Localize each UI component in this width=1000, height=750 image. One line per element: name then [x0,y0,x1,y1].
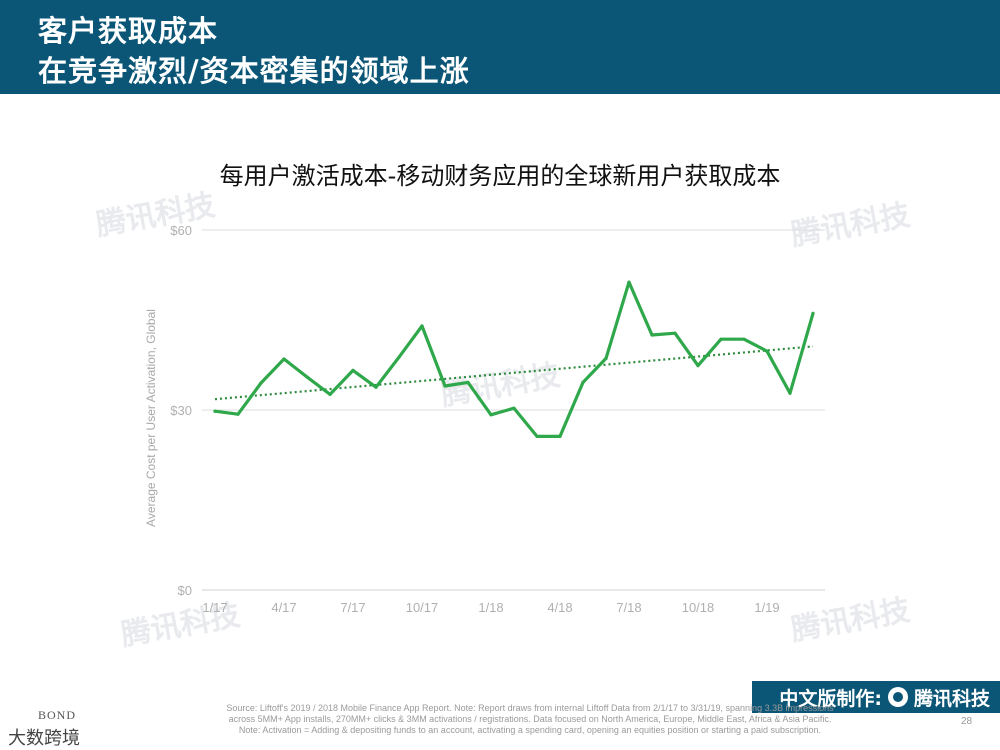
data-point [374,385,378,389]
data-point [535,434,539,438]
x-tick-label: 4/18 [547,600,572,615]
series-line [213,280,815,438]
brand-logo-icon [887,687,908,707]
chart-title: 每用户激活成本-移动财务应用的全球新用户获取成本 [219,162,781,190]
source-line: Source: Liftoff's 2019 / 2018 Mobile Fin… [226,703,834,713]
data-point [443,384,447,388]
data-point [765,349,769,353]
data-point [650,333,654,337]
x-tick-label: 10/17 [406,600,439,615]
y-axis-ticks: $0 $30 $60 [170,223,192,598]
x-tick-label: 7/18 [616,600,641,615]
trendline [214,345,814,401]
page-title-line1: 客户获取成本 [38,14,219,48]
data-point [328,392,332,396]
brand-bar: 中文版制作: 腾讯科技 [752,681,1000,713]
source-line: across 5MM+ App installs, 270MM+ clicks … [228,714,832,724]
data-point [719,337,723,341]
trendline-mark [214,345,814,401]
data-point [788,391,792,395]
data-point [282,357,286,361]
source-note: Source: Liftoff's 2019 / 2018 Mobile Fin… [180,703,880,736]
x-tick-label: 1/17 [202,600,227,615]
brand-label: 中文版制作: [779,687,882,710]
y-tick-label: $30 [170,403,192,418]
series-layer [213,280,815,438]
brand-name: 腾讯科技 [913,687,990,710]
header-band: 客户获取成本 在竞争激烈/资本密集的领域上涨 [0,0,1000,94]
page-title-line2: 在竞争激烈/资本密集的领域上涨 [38,54,470,88]
x-tick-label: 4/17 [271,600,296,615]
x-tick-label: 7/17 [340,600,365,615]
data-point [305,375,309,379]
y-tick-label: $0 [178,583,192,598]
data-point [397,355,401,359]
y-tick-label: $60 [170,223,192,238]
data-point [466,380,470,384]
source-line: Note: Activation = Adding & depositing f… [238,725,822,735]
data-point [696,364,700,368]
bond-logo: BOND [38,708,77,722]
x-tick-label: 1/18 [478,600,503,615]
data-point [512,406,516,410]
data-point [351,368,355,372]
data-point [259,381,263,385]
data-point [581,380,585,384]
data-point [489,413,493,417]
data-point [673,331,677,335]
data-point [213,409,217,413]
data-point [236,412,240,416]
data-point [604,356,608,360]
x-tick-label: 1/19 [754,600,779,615]
data-point [627,280,631,284]
data-point [811,311,815,315]
x-tick-label: 10/18 [682,600,715,615]
page-number: 28 [961,716,973,727]
data-point [558,434,562,438]
y-axis-label: Average Cost per User Activation, Global [144,309,158,527]
wechat-mark: 大数跨境 [8,728,80,749]
data-point [420,324,424,328]
x-axis-ticks: 1/17 4/17 7/17 10/17 1/18 4/18 7/18 10/18 1/19 [202,600,779,615]
data-point [742,337,746,341]
